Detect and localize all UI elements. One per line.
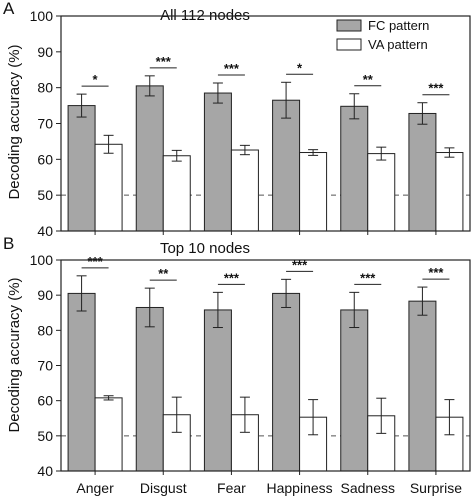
panel-letter: A [3, 0, 15, 18]
legend-label: FC pattern [368, 18, 429, 33]
y-axis-label: Decoding accuracy (%) [6, 44, 23, 199]
significance-marker: ** [158, 266, 169, 281]
y-tick-label: 100 [30, 8, 54, 24]
panel-b: B Top 10 nodes 40 50 60 70 80 90 100 *** Anger ** Di… [3, 234, 471, 496]
fc-bar [67, 105, 96, 232]
plot-frame [60, 259, 471, 472]
x-tick-label: Sadness [341, 480, 395, 496]
fc-bar [272, 99, 301, 232]
x-tick-label: Anger [76, 480, 114, 496]
y-tick-label: 90 [37, 44, 53, 60]
y-tick-label: 60 [37, 151, 53, 167]
fc-bar [203, 309, 232, 472]
x-tick-label: Fear [217, 480, 246, 496]
legend-swatch [336, 19, 362, 32]
fc-bar [340, 309, 369, 472]
panel-title: Top 10 nodes [160, 240, 250, 257]
va-bar [435, 152, 464, 232]
significance-marker: *** [428, 265, 444, 280]
y-axis-label-b: Decoding accuracy (%) [6, 277, 23, 432]
significance-marker: * [93, 72, 99, 87]
legend-label: VA pattern [368, 37, 428, 52]
x-tick-label: Disgust [140, 480, 187, 496]
va-bar [367, 153, 396, 232]
significance-marker: *** [224, 61, 240, 76]
y-tick-label: 40 [37, 223, 53, 239]
fc-bar [203, 92, 232, 232]
significance-marker: *** [224, 270, 240, 285]
x-tick-label: Happiness [267, 480, 333, 496]
fc-bar [340, 105, 369, 232]
fc-bar [135, 306, 164, 472]
plot-frame [60, 15, 471, 232]
legend-swatch [336, 38, 362, 51]
y-tick-label: 80 [37, 80, 53, 96]
va-bar [230, 149, 259, 232]
fc-bar [272, 292, 301, 472]
significance-marker: * [297, 60, 303, 75]
significance-marker: ** [363, 72, 374, 87]
significance-marker: *** [87, 254, 103, 269]
va-bar [162, 155, 191, 232]
y-tick-label: 60 [37, 393, 53, 409]
significance-marker: *** [156, 54, 172, 69]
va-bar [299, 152, 328, 232]
y-tick-label: 40 [37, 463, 53, 479]
significance-marker: *** [428, 81, 444, 96]
va-bar [94, 397, 123, 472]
y-tick-label: 50 [37, 187, 53, 203]
va-bar [94, 143, 123, 232]
fc-bar [135, 85, 164, 232]
significance-marker: *** [360, 270, 376, 285]
x-tick-label: Surprise [410, 480, 462, 496]
y-tick-label: 50 [37, 428, 53, 444]
panel-letter: B [3, 234, 14, 253]
y-tick-label: 70 [37, 358, 53, 374]
legend: FC pattern VA pattern [336, 18, 429, 52]
fc-bar [67, 292, 96, 472]
y-tick-label: 100 [30, 252, 54, 268]
y-tick-label: 90 [37, 287, 53, 303]
fc-bar [408, 112, 437, 232]
y-tick-label: 80 [37, 322, 53, 338]
fc-bar [408, 300, 437, 472]
y-tick-label: 70 [37, 116, 53, 132]
significance-marker: *** [292, 257, 308, 272]
